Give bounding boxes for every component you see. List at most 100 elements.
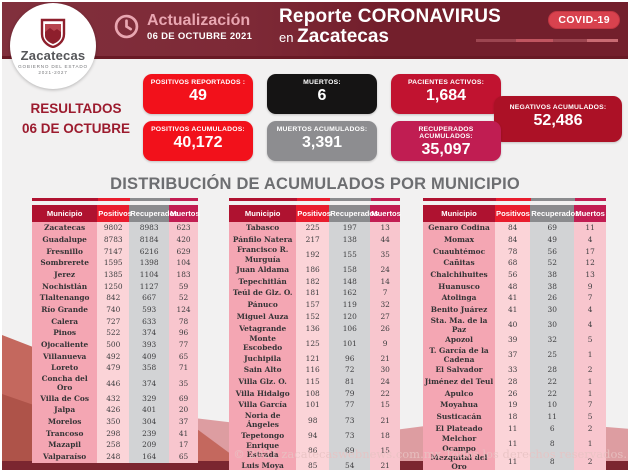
municipality-value: 37 bbox=[169, 415, 198, 428]
table-top-accent bbox=[32, 198, 198, 201]
accent-segment bbox=[98, 198, 130, 201]
municipality-name: Trancoso bbox=[32, 427, 98, 440]
municipality-name: Tepetongo bbox=[229, 429, 297, 442]
table-row: Melchor Ocampo 11 8 1 bbox=[423, 434, 606, 453]
column-header-recuperados: Recuperados bbox=[329, 205, 378, 222]
municipality-value: 15 bbox=[370, 399, 400, 411]
municipality-value: 727 bbox=[97, 315, 130, 328]
municipality-value: 38 bbox=[530, 268, 575, 281]
municipality-value: 522 bbox=[97, 327, 130, 339]
municipality-name: Ojocaliente bbox=[32, 338, 98, 351]
municipality-value: 121 bbox=[296, 352, 330, 365]
municipality-value: 26 bbox=[495, 387, 531, 400]
municipality-value: 30 bbox=[530, 303, 575, 316]
results-line2: 06 DE OCTUBRE bbox=[21, 121, 131, 137]
stat-label: NEGATIVOS ACUMULADOS: bbox=[509, 104, 607, 111]
results-label: RESULTADOS 06 DE OCTUBRE bbox=[10, 99, 142, 140]
municipality-value: 304 bbox=[129, 415, 170, 428]
municipality-value: 4 bbox=[574, 303, 606, 316]
municipality-value: 1127 bbox=[129, 280, 170, 293]
municipality-value: 1595 bbox=[97, 257, 130, 269]
municipality-value: 79 bbox=[329, 387, 371, 400]
municipality-name: Fresnillo bbox=[32, 245, 98, 258]
municipality-value: 28 bbox=[495, 375, 531, 388]
municipality-value: 183 bbox=[169, 268, 198, 281]
municipality-name: Río Grande bbox=[32, 303, 98, 316]
municipality-name: Noria de Ángeles bbox=[229, 410, 297, 430]
municipality-value: 101 bbox=[329, 334, 371, 353]
municipality-value: 8983 bbox=[129, 222, 170, 234]
municipality-name: Jalpa bbox=[32, 404, 98, 416]
stat-label: MUERTOS ACUMULADOS: bbox=[276, 126, 368, 133]
municipality-name: Teúl de Glz. O. bbox=[229, 287, 297, 299]
municipality-value: 11 bbox=[495, 452, 531, 470]
municipality-name: Sta. Ma. de la Paz bbox=[423, 315, 496, 334]
municipality-value: 7 bbox=[574, 399, 606, 411]
table-row: T. García de la Cadena 37 25 1 bbox=[423, 345, 606, 365]
table-row: Fresnillo 7147 6216 629 bbox=[32, 245, 198, 258]
table-row: Jerez 1385 1104 183 bbox=[32, 268, 198, 281]
municipality-value: 1398 bbox=[129, 257, 170, 269]
column-header-muertos: Muertos bbox=[574, 205, 606, 222]
municipality-name: Nochistlán bbox=[32, 280, 98, 293]
municipality-value: 633 bbox=[129, 315, 170, 328]
municipality-value: 11 bbox=[574, 222, 606, 234]
municipality-value: 479 bbox=[97, 362, 130, 374]
table-row: Pánfilo Natera 217 138 44 bbox=[229, 233, 400, 246]
stat-label: MUERTOS: bbox=[303, 79, 341, 86]
municipality-value: 186 bbox=[296, 263, 330, 276]
title-prefix-en: en bbox=[279, 29, 294, 45]
municipality-value: 39 bbox=[495, 334, 531, 346]
municipality-value: 32 bbox=[370, 298, 400, 311]
municipality-value: 197 bbox=[329, 222, 371, 234]
municipality-value: 1 bbox=[574, 387, 606, 400]
municipality-value: 358 bbox=[129, 362, 170, 374]
column-header-recuperados: Recuperados bbox=[129, 205, 178, 222]
table-row: Calera 727 633 78 bbox=[32, 315, 198, 328]
municipality-value: 65 bbox=[169, 450, 198, 463]
municipality-value: 17 bbox=[574, 245, 606, 258]
table-row: Trancoso 298 239 41 bbox=[32, 427, 198, 440]
municipality-value: 239 bbox=[129, 427, 170, 440]
municipality-value: 1104 bbox=[129, 268, 170, 281]
table-row: Juan Aldama 186 158 24 bbox=[229, 263, 400, 276]
table-row: Sombrerete 1595 1398 104 bbox=[32, 257, 198, 269]
municipality-value: 6216 bbox=[129, 245, 170, 258]
accent-segment bbox=[552, 39, 587, 42]
municipality-name: Valparaíso bbox=[32, 450, 98, 463]
municipality-value: 152 bbox=[296, 310, 330, 323]
municipality-value: 30 bbox=[530, 315, 575, 334]
municipality-name: Calera bbox=[32, 315, 98, 328]
table-row: Chalchihuites 56 38 13 bbox=[423, 268, 606, 281]
stat-value: 49 bbox=[189, 87, 207, 104]
table-group-1: Municipio Positivos Recuperados Muertos Zaca… bbox=[32, 205, 200, 463]
municipality-name: Miguel Auza bbox=[229, 310, 297, 323]
municipality-name: Sombrerete bbox=[32, 257, 98, 269]
stat-label: POSITIVOS REPORTADOS : bbox=[150, 79, 246, 86]
municipality-name: Jiménez del Teul bbox=[423, 375, 496, 388]
accent-segment bbox=[574, 198, 606, 201]
municipality-value: 59 bbox=[169, 280, 198, 293]
municipality-value: 350 bbox=[97, 415, 130, 428]
municipality-value: 26 bbox=[370, 322, 400, 334]
municipality-value: 38 bbox=[530, 280, 575, 293]
municipality-value: 98 bbox=[296, 410, 330, 430]
municipality-value: 164 bbox=[129, 450, 170, 463]
logo-subtitle: GOBIERNO DEL ESTADO bbox=[18, 63, 88, 69]
table-row: Huanusco 48 38 9 bbox=[423, 280, 606, 293]
municipality-value: 7 bbox=[574, 292, 606, 304]
accent-segment bbox=[329, 198, 371, 201]
municipality-value: 69 bbox=[169, 392, 198, 405]
municipality-value: 86 bbox=[296, 441, 330, 460]
column-header-positivos: Positivos bbox=[296, 205, 331, 222]
table-row: Loreto 479 358 71 bbox=[32, 362, 198, 374]
municipality-value: 374 bbox=[129, 327, 170, 339]
municipality-value: 124 bbox=[169, 303, 198, 316]
municipality-name: El Plateado bbox=[423, 422, 496, 435]
municipality-value: 84 bbox=[495, 233, 531, 246]
municipality-value: 54 bbox=[329, 459, 371, 470]
municipality-value: 72 bbox=[329, 364, 371, 376]
municipality-value: 21 bbox=[370, 459, 400, 470]
municipality-value: 9 bbox=[574, 280, 606, 293]
